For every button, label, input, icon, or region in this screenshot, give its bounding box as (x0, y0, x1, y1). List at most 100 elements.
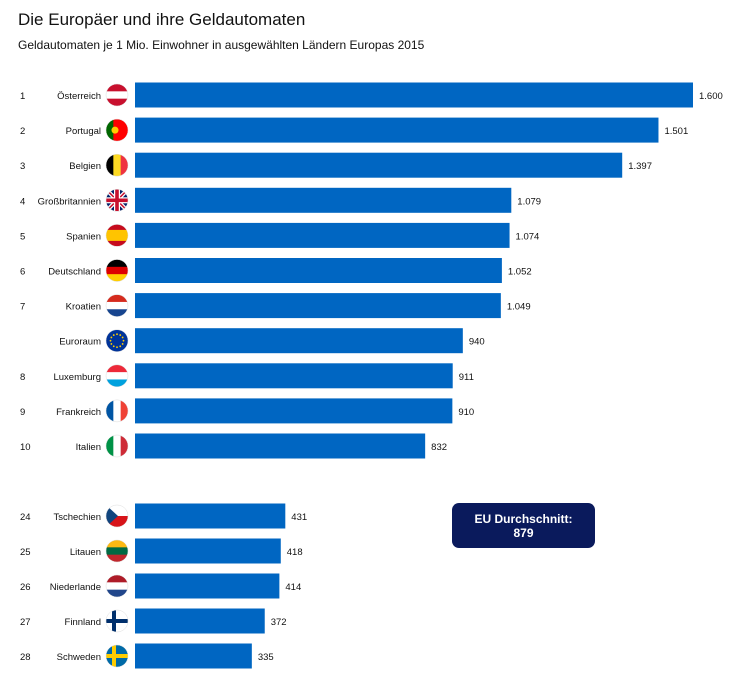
flag-gb-icon (105, 189, 129, 212)
bar-row: 2 Portugal 1.501 (20, 117, 688, 143)
value-label: 910 (458, 407, 474, 418)
bar (135, 608, 265, 634)
bar-row: 7 Kroatien 1.049 (20, 293, 531, 319)
rank-label: 27 (20, 617, 31, 628)
rank-label: 24 (20, 512, 31, 523)
rank-label: 3 (20, 161, 25, 172)
rank-label: 8 (20, 372, 25, 383)
bar-row: 3 Belgien 1.397 (20, 152, 652, 178)
rank-label: 7 (20, 302, 25, 313)
bar-row: 1 Österreich 1.600 (20, 82, 723, 108)
bar (135, 503, 286, 529)
flag-it-icon (105, 434, 129, 458)
bar (135, 152, 623, 178)
value-label: 911 (459, 372, 474, 383)
rank-label: 9 (20, 407, 25, 418)
country-label: Spanien (66, 231, 101, 242)
country-label: Portugal (66, 126, 101, 137)
bar-row: 8 Luxemburg 911 (20, 363, 474, 389)
flag-cz-icon (105, 504, 129, 528)
country-label: Luxemburg (53, 372, 101, 383)
bar (135, 363, 453, 389)
bar-row: 24 Tschechien 431 (20, 503, 307, 529)
bar (135, 258, 502, 283)
country-label: Finnland (65, 617, 101, 628)
rank-label: 10 (20, 442, 31, 453)
flag-at-icon (105, 83, 129, 107)
country-label: Großbritannien (38, 196, 101, 207)
rank-label: 28 (20, 652, 31, 663)
bar-row: Euroraum 940 (59, 328, 485, 354)
value-label: 372 (271, 617, 287, 628)
country-label: Litauen (70, 547, 101, 558)
bar-row: 10 Italien 832 (20, 433, 447, 459)
value-label: 414 (285, 582, 301, 593)
country-label: Österreich (57, 91, 101, 102)
rank-label: 2 (20, 126, 25, 137)
eu-average-label: EU Durchschnitt: (474, 511, 573, 526)
value-label: 418 (287, 547, 303, 558)
bar-row: 25 Litauen 418 (20, 538, 303, 564)
eu-average-box: EU Durchschnitt: 879 (452, 503, 595, 548)
value-label: 1.501 (664, 126, 688, 137)
country-label: Deutschland (48, 267, 101, 278)
flag-lu-icon (105, 364, 129, 388)
flag-nl-icon (105, 574, 129, 598)
bar-row: 5 Spanien 1.074 (20, 222, 540, 248)
bar (135, 398, 453, 424)
value-label: 335 (258, 652, 274, 663)
bar (135, 82, 693, 108)
bar (135, 643, 252, 669)
country-label: Belgien (69, 161, 101, 172)
bar-row: 9 Frankreich 910 (20, 398, 474, 424)
country-label: Euroraum (59, 337, 101, 348)
country-label: Schweden (57, 652, 101, 663)
flag-fr-icon (105, 399, 129, 423)
rank-label: 5 (20, 231, 25, 242)
flag-eu-icon (105, 329, 129, 352)
flag-es-icon (105, 224, 129, 247)
chart-subtitle: Geldautomaten je 1 Mio. Einwohner in aus… (18, 38, 425, 52)
bar-row: 27 Finnland 372 (20, 608, 287, 634)
value-label: 431 (291, 512, 307, 523)
country-label: Italien (76, 442, 101, 453)
bar (135, 117, 659, 143)
flag-fi-icon (105, 609, 129, 633)
value-label: 1.397 (628, 161, 652, 172)
bar (135, 222, 510, 248)
bar-row: 26 Niederlande 414 (20, 573, 301, 599)
flag-lt-icon (105, 539, 129, 563)
value-label: 1.052 (508, 267, 532, 278)
country-label: Tschechien (53, 512, 101, 523)
flag-se-icon (105, 644, 129, 668)
bar (135, 538, 281, 564)
value-label: 832 (431, 442, 447, 453)
country-label: Niederlande (50, 582, 101, 593)
flag-hr-icon (105, 294, 129, 317)
rank-label: 25 (20, 547, 31, 558)
bar (135, 573, 280, 599)
bar-row: 28 Schweden 335 (20, 643, 274, 669)
chart-title: Die Europäer und ihre Geldautomaten (18, 10, 306, 29)
country-label: Kroatien (66, 302, 101, 313)
value-label: 1.079 (517, 196, 541, 207)
flag-pt-icon (105, 118, 129, 142)
value-label: 1.600 (699, 91, 723, 102)
value-label: 1.074 (516, 231, 540, 242)
eu-average-value: 879 (513, 525, 534, 540)
rank-label: 4 (20, 196, 25, 207)
bar (135, 187, 512, 213)
bar-row: 4 Großbritannien 1.079 (20, 187, 541, 213)
rank-label: 26 (20, 582, 31, 593)
rank-label: 6 (20, 267, 25, 278)
bar (135, 293, 501, 319)
flag-de-icon (105, 259, 129, 282)
bar (135, 328, 463, 354)
country-label: Frankreich (56, 407, 101, 418)
value-label: 940 (469, 337, 485, 348)
bar (135, 433, 426, 459)
rank-label: 1 (20, 91, 25, 102)
flag-be-icon (105, 153, 129, 177)
